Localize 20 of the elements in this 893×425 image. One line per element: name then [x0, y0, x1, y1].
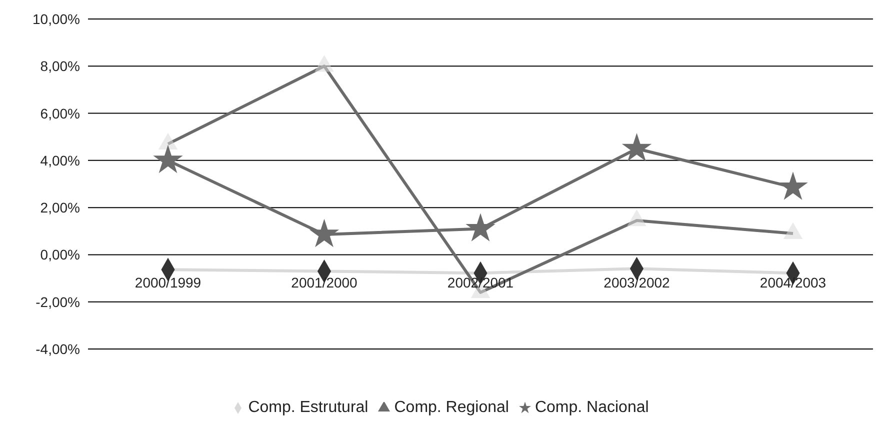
x-tick-label: 2003/2002 [604, 274, 670, 291]
x-tick-label: 2004/2003 [760, 274, 826, 291]
y-tick-label: 4,00% [40, 152, 80, 168]
y-tick-label: 0,00% [40, 246, 80, 263]
y-tick-label: 6,00% [40, 105, 80, 122]
x-tick-label: 2001/2000 [291, 274, 358, 291]
legend-label: Comp. Estrutural [248, 399, 368, 416]
y-tick-label: -4,00% [36, 340, 80, 357]
y-tick-label: 10,00% [32, 10, 80, 27]
y-tick-label: 8,00% [40, 58, 80, 74]
y-tick-label: -2,00% [36, 294, 80, 310]
x-tick-label: 2000/1999 [134, 274, 202, 291]
point [310, 220, 338, 246]
y-tick-label: 2,00% [40, 200, 80, 216]
point [622, 134, 651, 160]
legend-label: Comp. Nacional [534, 399, 649, 416]
point [154, 146, 182, 172]
legend-label: Comp. Regional [394, 399, 509, 416]
point [466, 214, 494, 241]
point [779, 172, 807, 200]
